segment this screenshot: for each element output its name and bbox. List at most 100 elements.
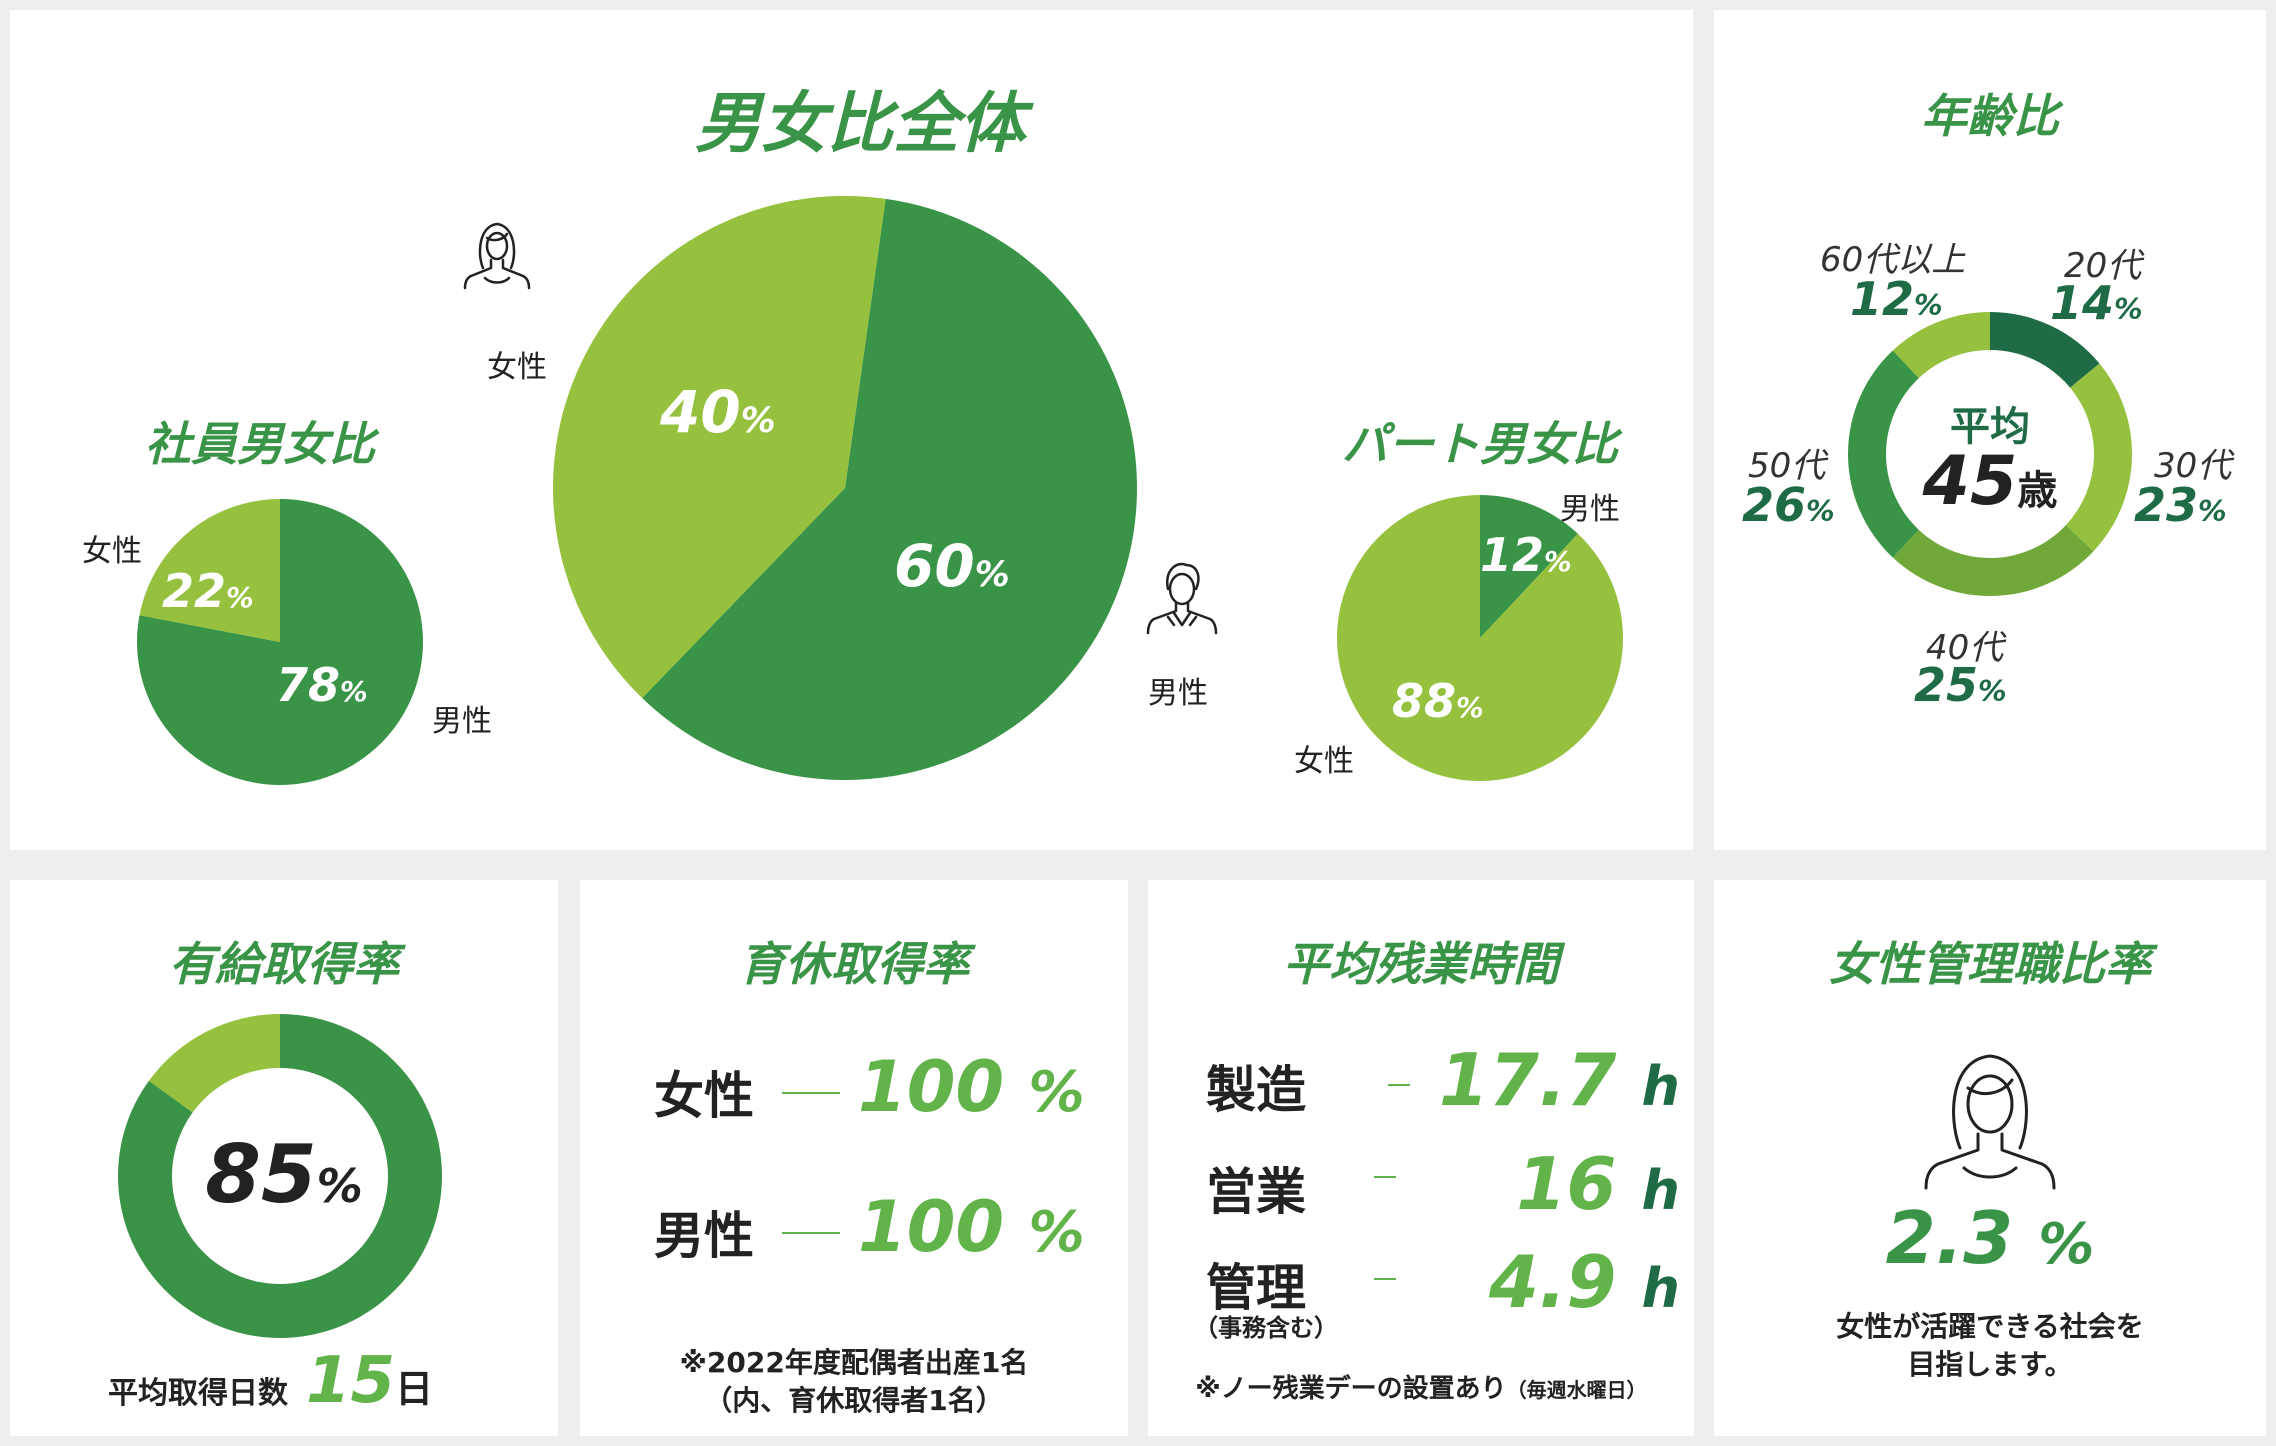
age-title: 年齢比 bbox=[1921, 89, 2059, 143]
overall-female-pct: 40% bbox=[660, 378, 776, 446]
donut-segment-20s bbox=[1990, 312, 2100, 388]
pct-unit: % bbox=[2038, 1212, 2095, 1277]
part-female-pct-value: 88 bbox=[1392, 674, 1457, 728]
pct-unit: % bbox=[2198, 495, 2227, 528]
pct-unit: % bbox=[340, 675, 368, 708]
age-center-label: 平均 bbox=[1950, 404, 2030, 450]
childcare-note-line1: ※2022年度配偶者出産1名 bbox=[679, 1346, 1029, 1379]
age-panel: 年齢比 平均 45歳 20代 14% 30代 23% 40代 25% 50代 2… bbox=[1714, 10, 2266, 850]
dash-divider bbox=[782, 1092, 840, 1094]
overtime-label-sales: 営業 bbox=[1206, 1163, 1306, 1221]
overtime-value-sales: 16 h bbox=[1410, 1142, 1680, 1226]
overall-male-label: 男性 bbox=[1148, 676, 1208, 711]
man-icon bbox=[1146, 562, 1218, 635]
female-managers-desc-line2: 目指します。 bbox=[1907, 1348, 2073, 1381]
overtime-number: 17.7 bbox=[1438, 1038, 1617, 1122]
donut-segment-60s bbox=[1892, 312, 1990, 379]
paid-leave-donut-svg bbox=[117, 1014, 443, 1338]
paid-leave-number: 85 bbox=[205, 1128, 317, 1221]
childcare-leave-title: 育休取得率 bbox=[739, 937, 969, 991]
age-value-30s-number: 23 bbox=[2134, 478, 2199, 532]
pct-unit: % bbox=[974, 555, 1010, 595]
pct-unit: % bbox=[1544, 545, 1572, 578]
dash-divider bbox=[1374, 1278, 1396, 1280]
age-center-unit: 歳 bbox=[2017, 468, 2058, 514]
employee-male-pct-value: 78 bbox=[276, 658, 341, 712]
paid-leave-panel: 有給取得率 85% 平均取得日数 15日 bbox=[10, 880, 558, 1436]
pct-unit: % bbox=[226, 581, 254, 614]
pie-slice-female bbox=[139, 499, 280, 642]
dash-divider bbox=[1374, 1176, 1396, 1178]
female-managers-panel: 女性管理職比率 2.3 % 女性が活躍できる社会を 目指します。 bbox=[1714, 880, 2266, 1436]
age-donut bbox=[1848, 312, 2132, 596]
age-center-value: 45歳 bbox=[1890, 442, 2090, 521]
age-label-60s: 60代以上 bbox=[1820, 240, 1966, 280]
pct-unit: % bbox=[316, 1159, 363, 1213]
age-label-40s: 40代 bbox=[1926, 628, 2004, 668]
age-label-30s: 30代 bbox=[2154, 446, 2232, 486]
pct-unit: % bbox=[1806, 495, 1835, 528]
part-male-pct-value: 12 bbox=[1480, 528, 1545, 582]
pct-unit: % bbox=[1028, 1200, 1085, 1265]
pct-unit: % bbox=[1028, 1060, 1085, 1125]
paid-leave-avg: 15日 bbox=[306, 1344, 433, 1418]
childcare-male-value: 100 % bbox=[858, 1186, 1085, 1268]
overall-title: 男女比全体 bbox=[695, 85, 1025, 162]
overtime-unit: h bbox=[1641, 1055, 1680, 1118]
age-value-40s-number: 25 bbox=[1914, 658, 1979, 712]
pct-unit: % bbox=[1914, 289, 1943, 322]
overtime-title: 平均残業時間 bbox=[1283, 937, 1559, 991]
age-value-50s: 26% bbox=[1742, 478, 1835, 532]
overtime-label-admin: 管理 bbox=[1206, 1259, 1306, 1317]
overall-female-pct-value: 40 bbox=[660, 378, 741, 446]
age-value-50s-number: 26 bbox=[1742, 478, 1807, 532]
overtime-note: ※ノー残業デーの設置あり（毎週水曜日） bbox=[1148, 1368, 1694, 1405]
pct-unit: % bbox=[1456, 691, 1484, 724]
part-female-label: 女性 bbox=[1294, 744, 1354, 779]
childcare-female-label: 女性 bbox=[654, 1067, 754, 1125]
overtime-value-admin: 4.9 h bbox=[1410, 1240, 1680, 1324]
age-value-30s: 23% bbox=[2134, 478, 2227, 532]
age-center-number: 45 bbox=[1922, 442, 2018, 521]
donut-segment-40s bbox=[1892, 525, 2094, 596]
age-value-60s-number: 12 bbox=[1850, 272, 1915, 326]
dash-divider bbox=[1388, 1084, 1410, 1086]
paid-leave-donut bbox=[117, 1014, 443, 1338]
gender-panel: 男女比全体 社員男女比 パート男女比 女性 男性 40% 60% 女性 男性 2… bbox=[10, 10, 1693, 850]
donut-segment-30s bbox=[2065, 363, 2132, 552]
overtime-unit: h bbox=[1641, 1257, 1680, 1320]
age-donut-svg bbox=[1848, 312, 2132, 596]
part-male-pct: 12% bbox=[1480, 528, 1572, 582]
pie-slice-male bbox=[642, 198, 1137, 781]
childcare-note: ※2022年度配偶者出産1名 （内、育休取得者1名） bbox=[580, 1344, 1128, 1420]
overtime-note-main: ※ノー残業デーの設置あり bbox=[1195, 1374, 1507, 1404]
overtime-note-sub: （毎週水曜日） bbox=[1506, 1378, 1647, 1402]
age-label-50s: 50代 bbox=[1748, 446, 1826, 486]
female-managers-number: 2.3 bbox=[1885, 1196, 2014, 1280]
part-title: パート男女比 bbox=[1342, 417, 1618, 471]
employee-female-pct-value: 22 bbox=[162, 564, 227, 618]
gender-charts-svg bbox=[137, 196, 1623, 785]
woman-icon bbox=[463, 222, 531, 290]
part-pie bbox=[1337, 494, 1623, 781]
overtime-number: 4.9 bbox=[1488, 1240, 1617, 1324]
childcare-male-number: 100 bbox=[858, 1186, 1005, 1268]
paid-leave-avg-label: 平均取得日数 bbox=[108, 1376, 288, 1411]
age-value-40s: 25% bbox=[1914, 658, 2007, 712]
overtime-unit: h bbox=[1641, 1159, 1680, 1222]
employee-female-label: 女性 bbox=[82, 534, 142, 569]
pie-slice-female bbox=[1337, 494, 1623, 781]
paid-leave-title: 有給取得率 bbox=[169, 937, 399, 991]
employee-male-label: 男性 bbox=[432, 704, 492, 739]
overtime-number: 16 bbox=[1516, 1142, 1617, 1226]
overtime-panel: 平均残業時間 製造 17.7 h 営業 16 h 管理 （事務含む） 4.9 h… bbox=[1148, 880, 1694, 1436]
pct-unit: % bbox=[2114, 293, 2143, 326]
pie-slice-female bbox=[553, 196, 886, 699]
overall-male-pct: 60% bbox=[894, 532, 1010, 600]
employee-male-pct: 78% bbox=[276, 658, 368, 712]
overall-female-label: 女性 bbox=[487, 350, 547, 385]
donut-segment-remaining bbox=[148, 1014, 280, 1113]
paid-leave-avg-days: 15 bbox=[306, 1344, 396, 1418]
age-value-20s-number: 14 bbox=[2050, 276, 2115, 330]
childcare-leave-panel: 育休取得率 女性 100 % 男性 100 % ※2022年度配偶者出産1名 （… bbox=[580, 880, 1128, 1436]
